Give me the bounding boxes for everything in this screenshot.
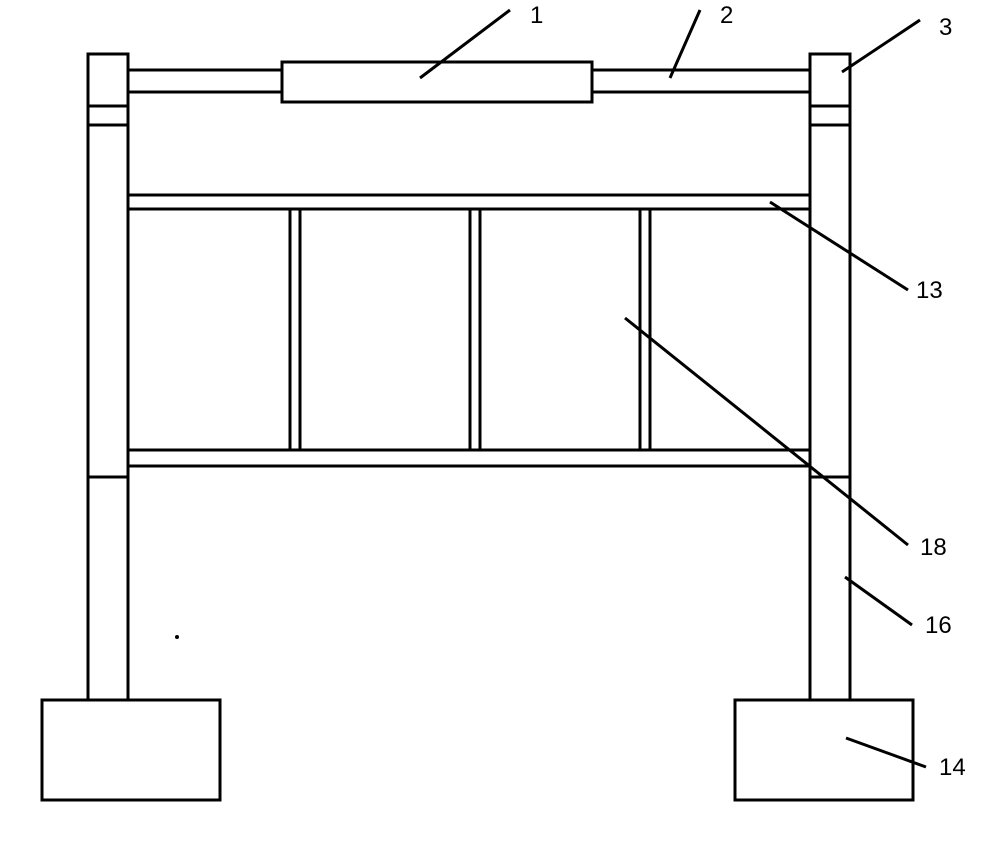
- dot: [175, 635, 179, 639]
- label-3: 3: [939, 14, 952, 41]
- central-block: [282, 62, 592, 102]
- label-13: 13: [916, 277, 943, 304]
- truss-bottom-beam: [128, 450, 810, 466]
- label-14: 14: [939, 754, 966, 781]
- labels: 1 2 3 13 18 16 14: [530, 2, 966, 781]
- label-18: 18: [920, 534, 947, 561]
- label-2: 2: [720, 2, 733, 29]
- right-column: [810, 54, 850, 700]
- base-right: [735, 700, 913, 800]
- truss-top-beam: [128, 195, 810, 209]
- label-16: 16: [925, 612, 952, 639]
- truss-verticals: [290, 209, 650, 450]
- left-column: [88, 54, 128, 700]
- label-1: 1: [530, 2, 543, 29]
- diagram-container: 1 2 3 13 18 16 14: [0, 0, 1000, 851]
- base-left: [42, 700, 220, 800]
- diagram-svg: 1 2 3 13 18 16 14: [0, 0, 1000, 851]
